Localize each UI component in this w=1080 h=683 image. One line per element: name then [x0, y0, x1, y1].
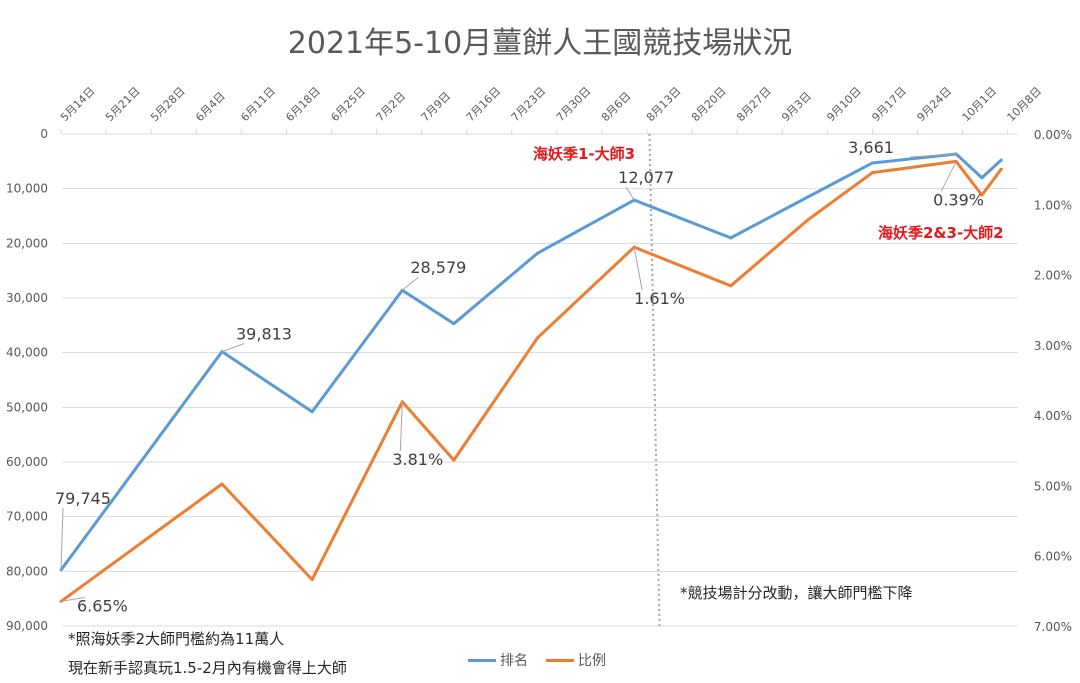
- data-label: 39,813: [236, 325, 292, 344]
- y-right-tick-label: 3.00%: [1034, 339, 1072, 353]
- x-tick-label: 8月20日: [689, 85, 729, 125]
- legend-label: 排名: [500, 653, 528, 669]
- data-point: [536, 251, 540, 255]
- x-tick-label: 7月23日: [509, 85, 549, 125]
- note-2: 現在新手認真玩1.5-2月內有機會得上大師: [68, 659, 347, 677]
- x-tick-label: 9月17日: [869, 85, 909, 125]
- y-right-tick-label: 7.00%: [1034, 620, 1072, 634]
- data-label: 0.39%: [933, 190, 984, 209]
- y-left-tick-label: 50,000: [6, 400, 48, 414]
- data-point: [729, 284, 733, 288]
- chart-title: 2021年5-10月薑餅人王國競技場狀況: [287, 26, 793, 61]
- y-right-tick-label: 6.00%: [1034, 550, 1072, 564]
- x-tick-label: 8月6日: [599, 89, 634, 124]
- leader-line: [60, 596, 86, 602]
- data-point: [980, 193, 984, 197]
- x-tick-label: 9月24日: [914, 85, 954, 125]
- x-tick-label: 9月10日: [824, 85, 864, 125]
- x-tick-label: 8月27日: [734, 85, 774, 125]
- legend-label: 比例: [578, 653, 606, 669]
- data-label: 1.61%: [634, 289, 685, 308]
- data-label: 79,745: [55, 489, 111, 508]
- leader-line: [221, 343, 245, 353]
- legend-item-rank: 排名: [468, 650, 528, 670]
- y-left-tick-label: 90,000: [6, 619, 48, 633]
- legend-swatch: [468, 658, 496, 662]
- x-tick-label: 6月4日: [193, 89, 228, 124]
- leader-line: [633, 247, 643, 291]
- x-tick-label: 10月8日: [1005, 85, 1045, 125]
- annotation-season1: 海妖季1-大師3: [533, 145, 635, 163]
- data-point: [870, 161, 874, 165]
- legend: 排名 比例: [468, 650, 606, 670]
- leader-line: [940, 161, 957, 192]
- note-1: *照海妖季2大師門檻約為11萬人: [68, 630, 285, 648]
- data-point: [870, 171, 874, 175]
- dotted-vline: [648, 133, 661, 627]
- leader-line: [399, 401, 403, 451]
- data-point: [452, 458, 456, 462]
- x-tick-label: 8月13日: [644, 85, 684, 125]
- x-tick-label: 5月28日: [148, 85, 188, 125]
- data-label: 3,661: [848, 138, 894, 157]
- x-tick-label: 5月21日: [103, 85, 143, 125]
- x-tick-label: 7月30日: [554, 85, 594, 125]
- x-tick-label: 7月16日: [464, 85, 504, 125]
- y-left-tick-label: 40,000: [6, 346, 48, 360]
- data-point: [536, 336, 540, 340]
- vline-note: *競技場計分改動，讓大師門檻下降: [680, 584, 913, 602]
- data-point: [220, 482, 224, 486]
- x-tick-label: 7月9日: [419, 89, 454, 124]
- y-left-tick-label: 30,000: [6, 291, 48, 305]
- x-tick-label: 6月18日: [283, 85, 323, 125]
- y-left-tick-label: 20,000: [6, 236, 48, 250]
- x-tick-label: 7月2日: [373, 89, 408, 124]
- y-right-tick-label: 4.00%: [1034, 409, 1072, 423]
- data-label: 3.81%: [392, 450, 443, 469]
- series-line-1: [60, 159, 1003, 603]
- data-point: [806, 195, 810, 199]
- y-right-tick-label: 5.00%: [1034, 479, 1072, 493]
- x-tick-label: 9月3日: [779, 89, 814, 124]
- data-point: [729, 236, 733, 240]
- data-label: 6.65%: [77, 596, 128, 615]
- leader-line: [910, 153, 957, 158]
- y-right-tick-label: 2.00%: [1034, 269, 1072, 283]
- legend-swatch: [546, 658, 574, 662]
- data-point: [310, 410, 314, 414]
- data-point: [999, 167, 1003, 171]
- x-tick-label: 6月11日: [238, 85, 278, 125]
- leader-line: [625, 186, 635, 201]
- data-point: [806, 218, 810, 222]
- data-point: [452, 322, 456, 326]
- y-left-tick-label: 80,000: [6, 564, 48, 578]
- leader-line: [60, 507, 64, 570]
- x-tick-label: 6月25日: [328, 85, 368, 125]
- annotation-season23: 海妖季2&3-大師2: [878, 224, 1004, 242]
- y-right-tick-label: 0.00%: [1034, 128, 1072, 142]
- legend-item-ratio: 比例: [546, 650, 606, 670]
- data-label: 12,077: [618, 168, 674, 187]
- y-left-tick-label: 10,000: [6, 182, 48, 196]
- data-label: 28,579: [410, 258, 466, 277]
- y-left-tick-label: 70,000: [6, 510, 48, 524]
- data-point: [999, 158, 1003, 162]
- y-left-tick-label: 0: [40, 127, 48, 141]
- leader-line: [402, 276, 419, 291]
- y-left-tick-label: 60,000: [6, 455, 48, 469]
- x-tick-label: 10月1日: [960, 85, 1000, 125]
- x-tick-label: 5月14日: [58, 85, 98, 125]
- series-line-0: [59, 152, 1003, 571]
- y-right-tick-label: 1.00%: [1034, 198, 1072, 212]
- data-point: [980, 176, 984, 180]
- data-point: [310, 578, 314, 582]
